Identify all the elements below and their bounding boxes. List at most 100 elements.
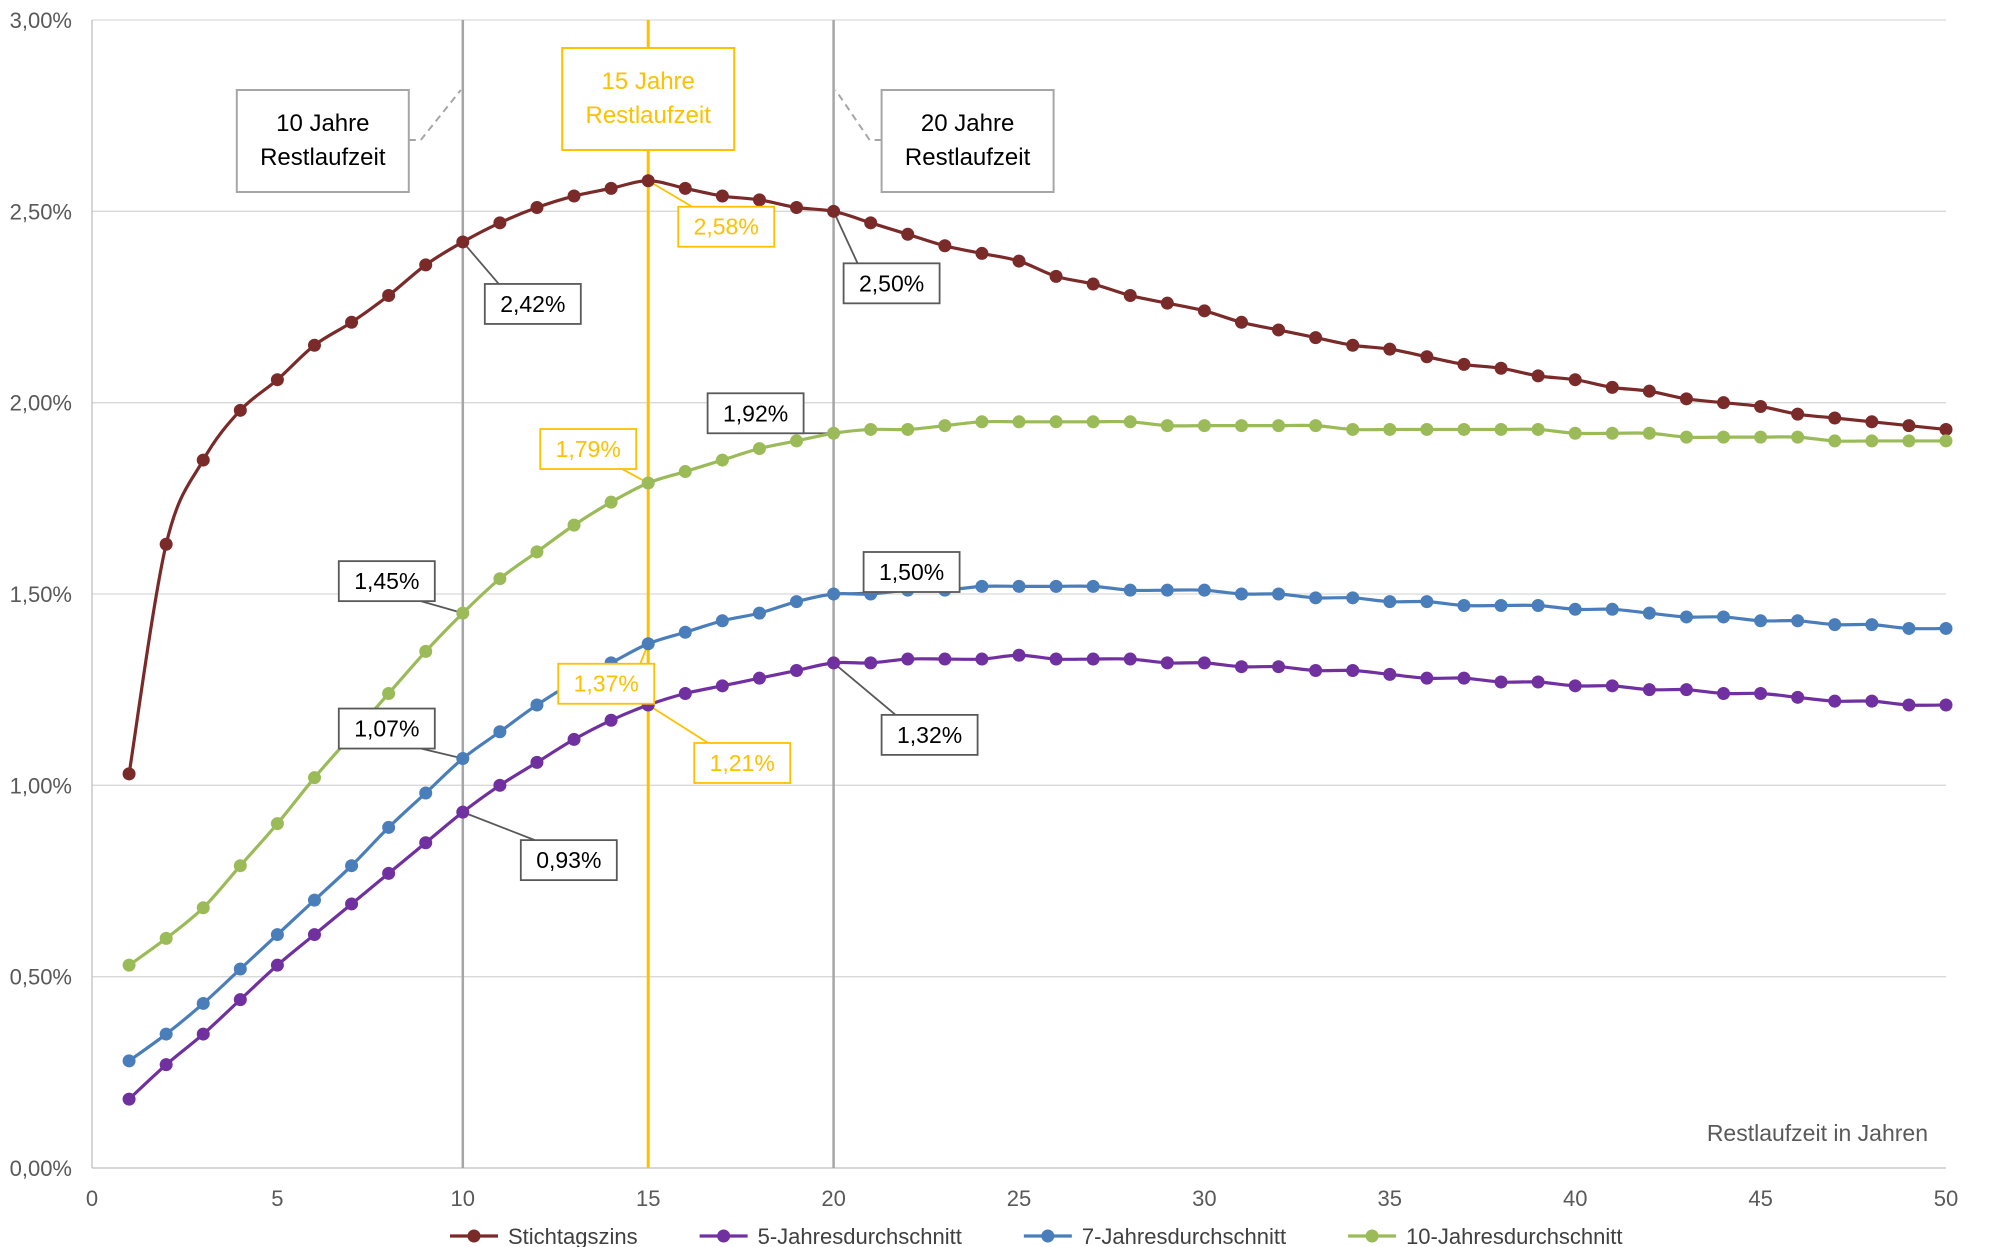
data-point	[1383, 667, 1397, 681]
data-point	[1531, 598, 1545, 612]
data-point	[678, 465, 692, 479]
label-leader	[408, 89, 462, 141]
legend-entry: 10-Jahresdurchschnitt	[1406, 1224, 1622, 1247]
data-point	[1717, 430, 1731, 444]
data-point	[1605, 380, 1619, 394]
data-point	[641, 637, 655, 651]
data-point	[1197, 304, 1211, 318]
y-tick-label: 2,50%	[10, 199, 72, 224]
data-point	[1865, 434, 1879, 448]
data-point	[159, 1058, 173, 1072]
data-point	[567, 518, 581, 532]
x-tick-label: 10	[451, 1186, 475, 1211]
x-tick-label: 50	[1934, 1186, 1958, 1211]
data-point	[1309, 331, 1323, 345]
data-point	[938, 419, 952, 433]
callout-leader	[420, 747, 464, 760]
data-point	[790, 595, 804, 609]
vertical-line-label-box	[880, 89, 1055, 193]
data-point	[419, 786, 433, 800]
data-point	[1939, 621, 1953, 635]
data-point	[1272, 323, 1286, 337]
data-point	[1791, 407, 1805, 421]
x-tick-label: 15	[636, 1186, 660, 1211]
callout-box	[337, 707, 436, 750]
x-tick-label: 30	[1192, 1186, 1216, 1211]
callout-leader	[420, 600, 464, 614]
y-tick-label: 0,50%	[10, 965, 72, 990]
data-point	[1902, 621, 1916, 635]
data-point	[122, 767, 136, 781]
data-point	[1012, 254, 1026, 268]
data-label: 1,32%	[897, 722, 962, 748]
data-point	[270, 928, 284, 942]
data-point	[419, 258, 433, 272]
data-point	[196, 996, 210, 1010]
series-line	[127, 179, 1947, 775]
data-point	[1939, 422, 1953, 436]
data-point	[1197, 419, 1211, 433]
callout-leader	[647, 704, 709, 744]
data-point	[790, 201, 804, 215]
callout-box	[706, 392, 805, 435]
data-point	[1123, 415, 1137, 429]
callout-leader	[462, 241, 500, 285]
data-point	[159, 537, 173, 551]
data-point	[1049, 652, 1063, 666]
data-point	[641, 476, 655, 490]
data-point	[307, 771, 321, 785]
legend-entry: 5-Jahresdurchschnitt	[758, 1224, 962, 1247]
data-point	[1420, 422, 1434, 436]
series-group	[122, 174, 1953, 1106]
legend-swatch-marker	[467, 1229, 481, 1243]
data-point	[790, 434, 804, 448]
y-tick-label: 0,00%	[10, 1156, 72, 1181]
data-point	[1939, 434, 1953, 448]
data-point	[864, 656, 878, 670]
data-point	[1679, 392, 1693, 406]
data-point	[752, 606, 766, 620]
data-point	[715, 679, 729, 693]
data-point	[1346, 338, 1360, 352]
data-label: 2,50%	[859, 270, 924, 296]
data-point	[456, 606, 470, 620]
data-point	[233, 962, 247, 976]
data-point	[1086, 652, 1100, 666]
data-point	[307, 928, 321, 942]
data-point	[493, 778, 507, 792]
data-point	[752, 193, 766, 207]
data-point	[1791, 614, 1805, 628]
callout-box	[842, 262, 941, 305]
data-point	[864, 216, 878, 230]
label-leader	[834, 89, 882, 141]
data-point	[307, 893, 321, 907]
data-point	[456, 805, 470, 819]
data-point	[1568, 679, 1582, 693]
data-point	[1049, 415, 1063, 429]
data-point	[1754, 614, 1768, 628]
data-point	[1754, 430, 1768, 444]
callout-box	[557, 662, 656, 705]
y-tick-label: 2,00%	[10, 391, 72, 416]
callout-box	[337, 560, 436, 603]
annotation-connectors	[408, 89, 897, 841]
y-tick-label: 1,00%	[10, 773, 72, 798]
data-point	[345, 859, 359, 873]
vertical-line-label: 10 Jahre	[276, 110, 369, 137]
data-point	[419, 836, 433, 850]
data-point	[1457, 357, 1471, 371]
data-point	[975, 415, 989, 429]
x-axis-title: Restlaufzeit in Jahren	[1707, 1120, 1928, 1146]
data-point	[196, 901, 210, 915]
vertical-line-label: 15 Jahre	[601, 68, 694, 95]
data-point	[1272, 660, 1286, 674]
data-point	[1383, 422, 1397, 436]
data-point	[1309, 591, 1323, 605]
vertical-line-label: Restlaufzeit	[905, 144, 1031, 171]
data-point	[1383, 342, 1397, 356]
data-point	[1420, 595, 1434, 609]
data-point	[1642, 426, 1656, 440]
data-point	[567, 189, 581, 203]
data-point	[1346, 422, 1360, 436]
data-point	[1865, 415, 1879, 429]
